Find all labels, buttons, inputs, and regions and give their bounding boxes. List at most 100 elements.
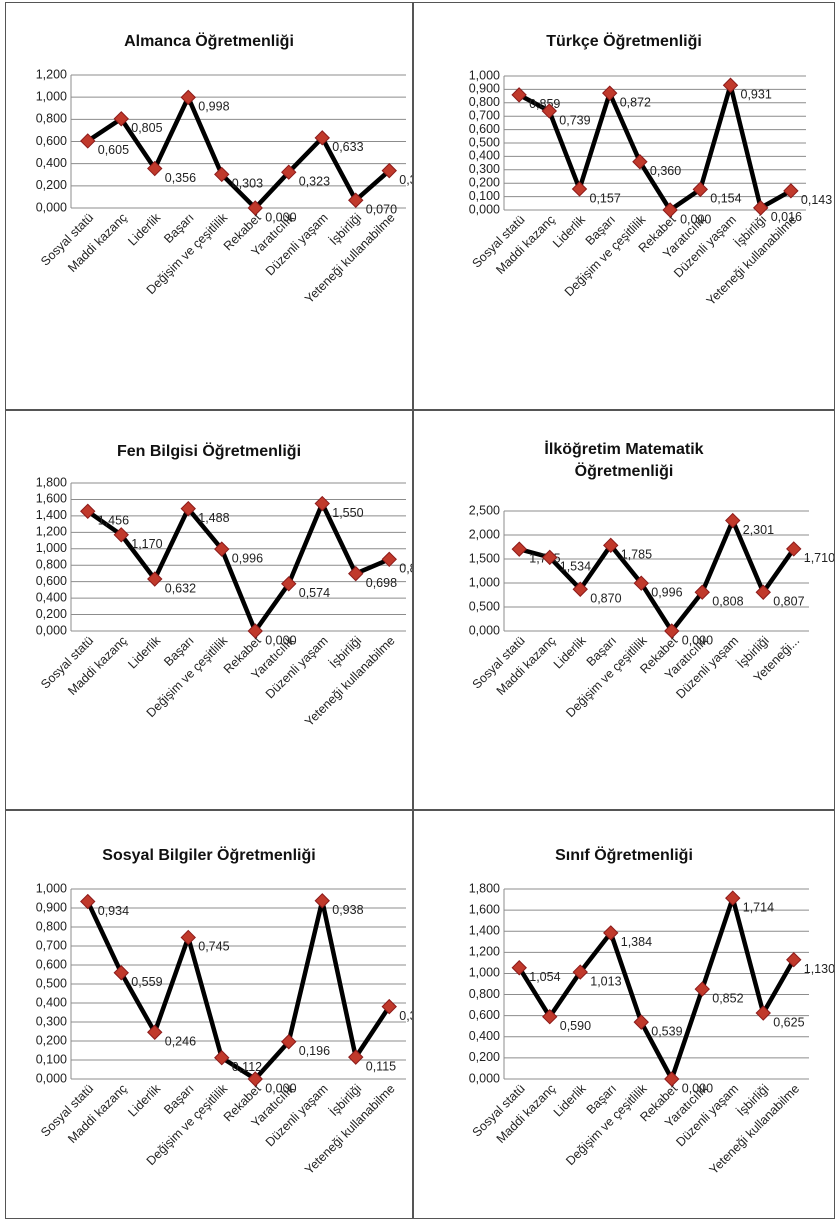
y-tick-label: 1,800	[469, 881, 500, 895]
marker	[786, 541, 802, 557]
y-tick-label: 0,400	[469, 149, 500, 163]
data-label: 0,157	[590, 191, 621, 205]
marker	[541, 103, 558, 119]
y-tick-label: 1,000	[469, 966, 500, 980]
data-label: 0,539	[651, 1024, 682, 1038]
line-series	[86, 95, 391, 211]
marker	[511, 87, 527, 103]
chart-panel: 0,000 0,500 1,000 1,500 2,000 2,500 Sosyal sta…	[413, 410, 835, 810]
y-tick-label: 0,000	[469, 623, 500, 637]
marker	[247, 1071, 263, 1087]
data-label: 0,632	[165, 581, 196, 595]
marker	[80, 893, 96, 910]
marker	[511, 541, 527, 557]
y-tick-label: 0,600	[36, 957, 67, 971]
data-label: 0,605	[98, 143, 129, 157]
y-tick-label: 0,700	[36, 938, 67, 952]
data-label: 1,488	[198, 511, 229, 525]
y-tick-label: 1,800	[36, 475, 67, 489]
data-label: 0,739	[559, 113, 590, 127]
marker	[214, 541, 230, 557]
chart-title: Türkçe Öğretmenliği	[546, 33, 702, 50]
data-label: 0,246	[165, 1035, 196, 1049]
data-label: 0,000	[265, 210, 296, 224]
data-label: 1,130	[804, 962, 834, 976]
y-tick-label: 0,000	[36, 623, 67, 637]
data-label: 0,998	[198, 100, 229, 114]
marker	[281, 576, 297, 592]
y-tick-label: 1,200	[36, 67, 67, 81]
marker	[694, 981, 710, 997]
x-tick-label: Liderlik	[125, 1081, 163, 1119]
marker	[755, 1005, 771, 1021]
y-tick-label: 2,000	[469, 527, 500, 541]
x-tick-label: Liderlik	[550, 212, 588, 250]
marker	[786, 952, 802, 968]
data-label: 1,714	[743, 900, 774, 914]
y-tick-label: 0,400	[36, 590, 67, 604]
data-label: 0,070	[366, 203, 397, 217]
y-tick-label: 0,200	[36, 178, 67, 192]
marker	[348, 1049, 364, 1065]
y-tick-label: 1,200	[36, 525, 67, 539]
marker	[113, 965, 129, 981]
y-tick-label: 0,500	[36, 976, 67, 990]
y-tick-label: 1,500	[469, 551, 500, 565]
y-tick-label: 1,000	[36, 541, 67, 555]
data-label: 2,301	[743, 523, 774, 537]
x-tick-label: Maddi kazanç	[65, 1082, 129, 1146]
data-label: 0,112	[232, 1060, 262, 1074]
y-tick-label: 0,000	[36, 1071, 67, 1085]
chart-title: Sınıf Öğretmenliği	[555, 847, 693, 864]
marker	[633, 575, 649, 591]
data-label: 0,115	[366, 1059, 396, 1073]
data-label: 0,016	[771, 210, 802, 224]
marker	[381, 998, 397, 1015]
y-tick-label: 0,600	[469, 1008, 500, 1022]
marker	[572, 964, 588, 980]
data-label: 0,381	[399, 1009, 412, 1023]
data-label: 1,170	[131, 537, 162, 551]
chart-panel: 0,000 0,100 0,200 0,300 0,400 0,500 0,600 0,700…	[413, 2, 835, 410]
marker	[281, 1034, 297, 1050]
chart: 0,0000,1000,2000,3000,4000,5000,6000,700…	[469, 68, 833, 308]
data-label: 0,698	[366, 576, 397, 590]
marker	[572, 581, 588, 597]
data-label: 0,323	[299, 174, 330, 188]
line-series	[86, 501, 391, 634]
marker	[755, 584, 771, 600]
y-tick-label: 0,800	[36, 558, 67, 572]
marker	[381, 162, 397, 179]
data-label: 0,938	[332, 903, 363, 917]
data-label: 1,456	[98, 514, 129, 528]
y-tick-label: 0,800	[36, 112, 67, 126]
marker	[147, 160, 163, 177]
chart-panel: 0,000 0,200 0,400 0,600 0,800 1,000 1,200 1,400…	[5, 410, 413, 810]
data-label: 0,196	[299, 1044, 330, 1058]
data-label: 0,625	[773, 1015, 804, 1029]
y-tick-label: 1,200	[469, 945, 500, 959]
marker	[662, 202, 678, 218]
data-label: 0,000	[682, 1081, 713, 1095]
data-label: 0,574	[299, 586, 330, 600]
marker	[603, 925, 619, 941]
marker	[692, 181, 709, 198]
marker	[180, 929, 196, 946]
marker	[348, 192, 364, 208]
chart-title: Almanca Öğretmenliği	[124, 33, 294, 50]
y-tick-label: 1,000	[469, 68, 500, 82]
marker	[725, 512, 741, 529]
data-label: 1,710	[804, 551, 834, 565]
data-label: 0,808	[712, 595, 743, 609]
marker	[348, 565, 364, 582]
x-tick-label: Liderlik	[551, 1081, 589, 1119]
marker	[147, 1024, 163, 1040]
y-tick-label: 0,200	[36, 607, 67, 621]
chart-panel: 0,000 0,200 0,400 0,600 0,800 1,000 1,200 Sosya…	[5, 2, 413, 410]
data-label: 0,633	[332, 140, 363, 154]
x-tick-label: Liderlik	[125, 210, 163, 248]
data-label: 1,054	[529, 970, 560, 984]
line-series	[518, 82, 793, 213]
data-label: 0,000	[682, 633, 713, 647]
